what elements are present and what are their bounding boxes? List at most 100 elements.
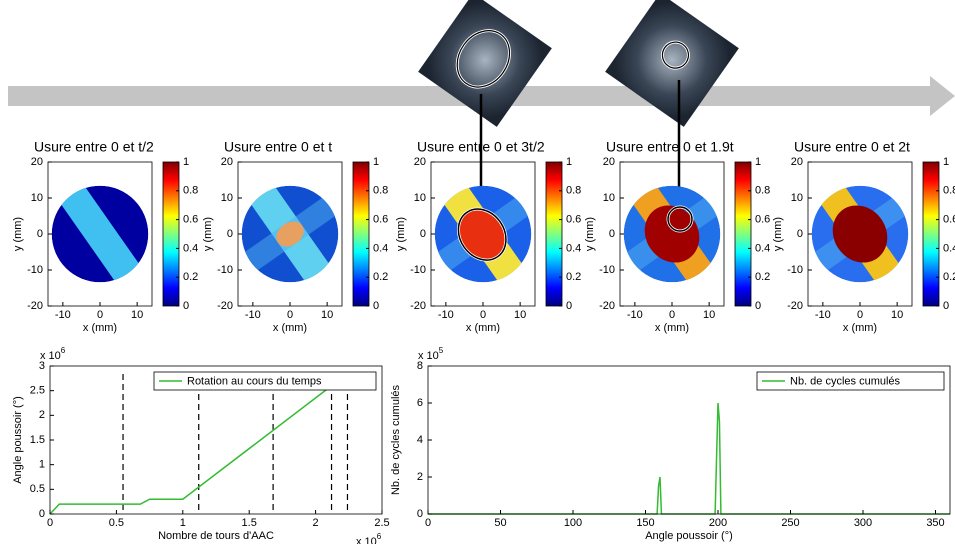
colorbar-tick-label: 1 <box>755 156 761 168</box>
chart-title: Usure entre 0 et 1.9t <box>606 139 734 155</box>
data-line <box>49 385 332 515</box>
y-tick-label: 0 <box>39 508 45 520</box>
y-tick-label: -10 <box>599 264 615 276</box>
colorbar-tick-label: 0 <box>373 300 379 312</box>
x-tick-label: 10 <box>514 309 526 321</box>
x-tick-label: -10 <box>438 309 454 321</box>
wear-zone <box>644 205 700 263</box>
x-tick-label: 0 <box>287 309 293 321</box>
wear-map <box>51 185 149 283</box>
y-tick-label: -20 <box>217 300 233 312</box>
y-tick-label: 8 <box>417 360 423 372</box>
x-tick-label: 2 <box>313 517 319 529</box>
x-tick-label: 1.5 <box>242 517 257 529</box>
colorbar-tick-label: 1 <box>373 156 379 168</box>
wear-map <box>241 185 339 283</box>
colorbar-tick-label: 0.4 <box>566 242 581 254</box>
x-tick-label: 0 <box>425 517 431 529</box>
legend-box <box>153 371 377 391</box>
chart-title: Usure entre 0 et t <box>224 139 332 155</box>
wear-band <box>51 185 149 283</box>
y-tick-label: 20 <box>603 156 615 168</box>
colorbar-tick-label: 0.8 <box>755 185 770 197</box>
wear-map <box>434 185 532 283</box>
multiplier-base: x 10 <box>418 350 439 362</box>
highlight <box>457 208 507 261</box>
y-axis-label: y (mm) <box>584 217 596 251</box>
x-tick-label: 150 <box>636 517 654 529</box>
x-tick-label: 10 <box>321 309 333 321</box>
colorbar-tick-label: 1 <box>943 156 949 168</box>
x-tick-label: 2.5 <box>374 517 389 529</box>
x-tick-label: 0 <box>47 517 53 529</box>
x-tick-label: -10 <box>55 309 71 321</box>
multiplier-exp: 5 <box>439 346 444 355</box>
axis-multiplier: x 105 <box>418 346 444 362</box>
axes: 0 0.2 0.4 0.6 0.8 1 -10 0 10 -20 -10 0 10 20 x (mm) y (… <box>584 139 770 334</box>
y-tick-label: 0 <box>227 228 233 240</box>
colorbar-tick-label: 0 <box>755 300 761 312</box>
y-tick-label: 20 <box>31 156 43 168</box>
y-tick-label: 10 <box>414 192 426 204</box>
colorbar-tick-label: 0.2 <box>183 271 198 283</box>
wear-map <box>811 185 909 283</box>
x-axis-label: x (mm) <box>655 322 689 334</box>
x-tick-label: 10 <box>891 309 903 321</box>
colorbar-tick-label: 0.2 <box>566 271 581 283</box>
photo <box>605 0 739 127</box>
axis-multiplier: x 106 <box>356 532 382 544</box>
colorbar <box>352 161 370 307</box>
chart-title: Usure entre 0 et t/2 <box>34 139 154 155</box>
x-axis-label: x (mm) <box>83 322 117 334</box>
y-axis-label: y (mm) <box>772 217 784 251</box>
y-tick-label: 10 <box>221 192 233 204</box>
multiplier-exp: 6 <box>377 532 382 541</box>
axes: 0 0.2 0.4 0.6 0.8 1 -10 0 10 -20 -10 0 10 20 x (mm) y (… <box>395 139 581 334</box>
x-tick-label: 0.5 <box>109 517 124 529</box>
axes: 0 0.2 0.4 0.6 0.8 1 -10 0 10 -20 -10 0 10 20 x (mm) y (… <box>12 139 198 334</box>
x-tick-label: 50 <box>494 517 506 529</box>
legend-label: Rotation au cours du temps <box>187 375 322 387</box>
x-tick-label: -10 <box>245 309 261 321</box>
y-tick-label: 2.5 <box>30 385 45 397</box>
y-tick-label: -10 <box>787 264 803 276</box>
colorbar-tick-label: 0.4 <box>755 242 770 254</box>
colorbar-tick-label: 0.8 <box>373 185 388 197</box>
colorbar-tick-label: 0.8 <box>183 185 198 197</box>
x-tick-label: 200 <box>709 517 727 529</box>
x-tick-label: 0 <box>669 309 675 321</box>
chart-title: Usure entre 0 et 3t/2 <box>417 139 545 155</box>
y-tick-label: 6 <box>417 397 423 409</box>
y-axis-label: y (mm) <box>395 217 407 251</box>
multiplier-exp: 6 <box>61 346 66 355</box>
multiplier-base: x 10 <box>356 536 377 544</box>
x-tick-label: 0 <box>97 309 103 321</box>
y-tick-label: 4 <box>417 434 423 446</box>
axes: 0 0.2 0.4 0.6 0.8 1 -10 0 10 -20 -10 0 10 20 x (mm) y (… <box>202 139 388 334</box>
colorbar-tick-label: 0.2 <box>755 271 770 283</box>
y-tick-label: -20 <box>599 300 615 312</box>
colorbar-tick-label: 0 <box>943 300 949 312</box>
colorbar-tick-label: 0.6 <box>183 214 198 226</box>
wear-map <box>623 185 721 283</box>
legend-label: Nb. de cycles cumulés <box>790 375 901 387</box>
x-tick-label: 0 <box>480 309 486 321</box>
y-tick-label: -10 <box>217 264 233 276</box>
colorbar-tick-label: 1 <box>566 156 572 168</box>
wear-zone <box>832 205 888 263</box>
x-tick-label: -10 <box>627 309 643 321</box>
colorbar-tick-label: 0.2 <box>943 271 955 283</box>
x-tick-label: 1 <box>180 517 186 529</box>
colorbar <box>734 161 752 307</box>
y-tick-label: -10 <box>410 264 426 276</box>
y-tick-label: 20 <box>414 156 426 168</box>
x-axis-label: Nombre de tours d'AAC <box>158 530 274 542</box>
wear-zone <box>459 209 507 259</box>
y-tick-label: -20 <box>27 300 43 312</box>
colorbar-tick-label: 0 <box>183 300 189 312</box>
plot-area <box>50 366 382 514</box>
y-tick-label: -20 <box>410 300 426 312</box>
